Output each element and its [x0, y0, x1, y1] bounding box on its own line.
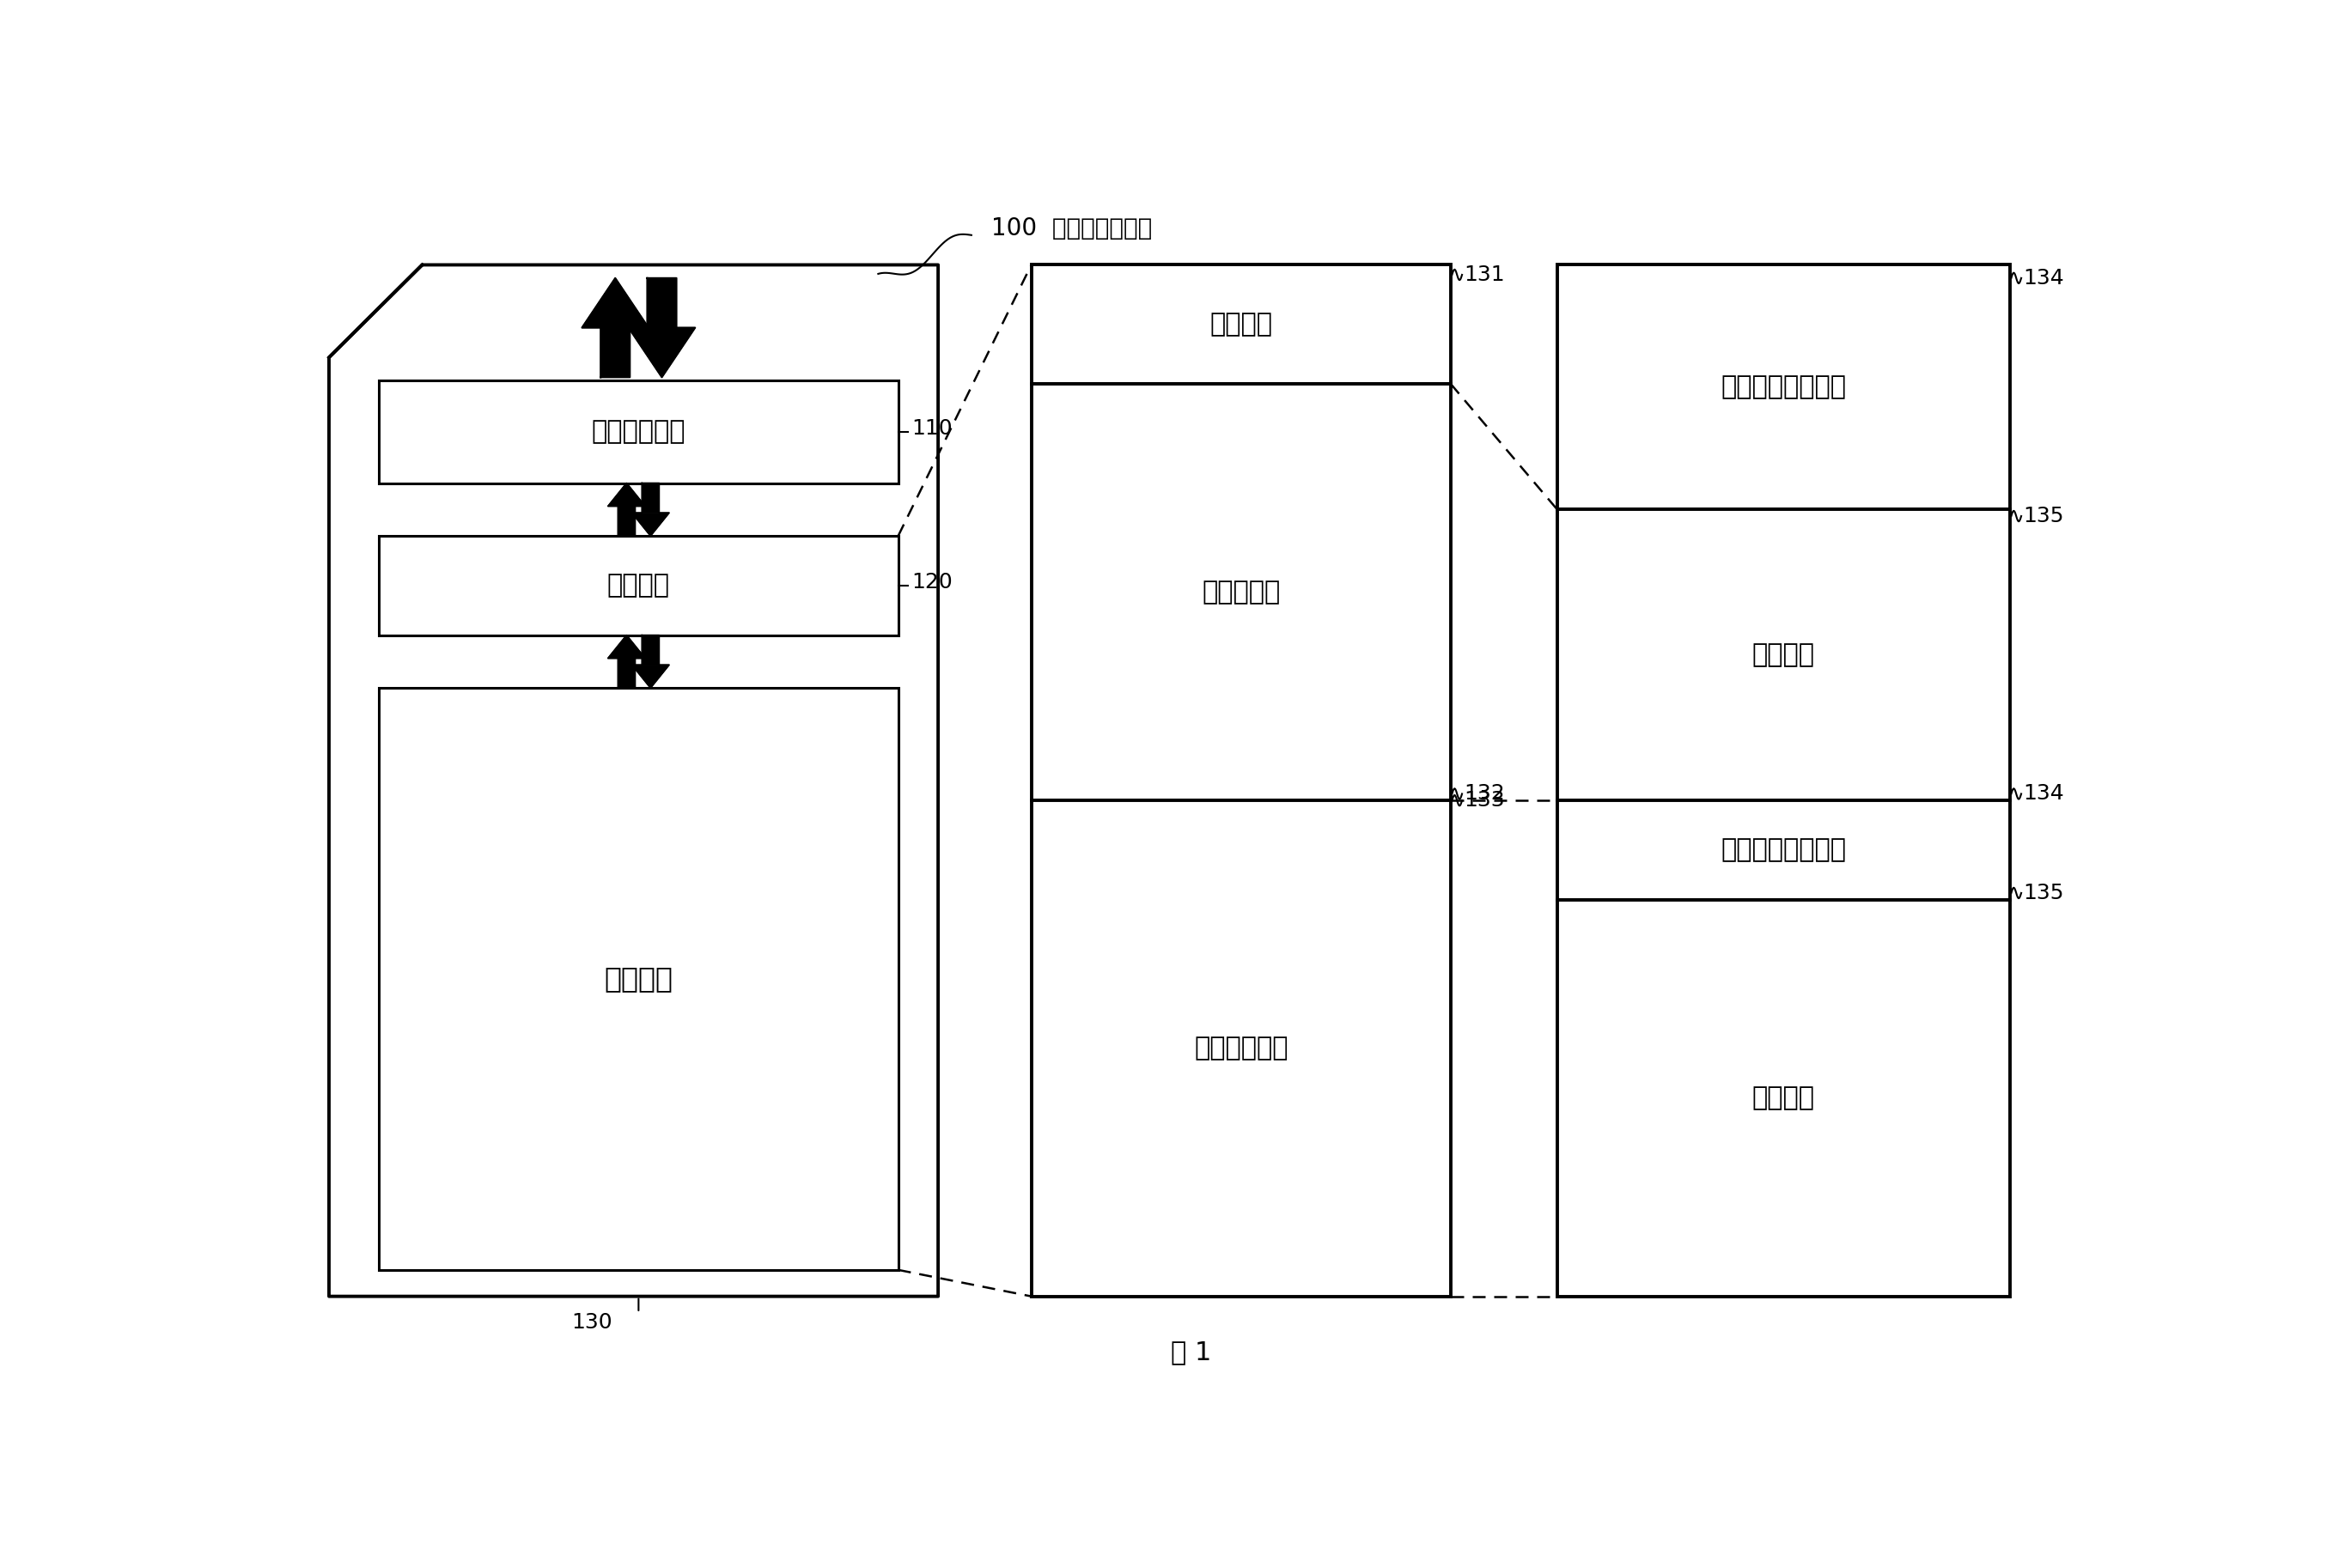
Bar: [601, 328, 629, 378]
Text: 120: 120: [912, 572, 952, 593]
Bar: [641, 635, 660, 665]
Text: 记录区域: 记录区域: [603, 964, 674, 993]
Bar: [1031, 800, 1450, 1297]
Polygon shape: [632, 513, 669, 536]
Bar: [1031, 265, 1450, 384]
Bar: [641, 483, 660, 513]
Text: 110: 110: [912, 419, 952, 439]
Text: 主机接口部分: 主机接口部分: [592, 419, 685, 444]
Text: 控制部分: 控制部分: [608, 572, 669, 597]
Polygon shape: [608, 483, 646, 506]
Bar: [1031, 384, 1450, 800]
Text: 134: 134: [2023, 784, 2065, 804]
Text: 133: 133: [1464, 790, 1504, 811]
Text: 用户数据区域: 用户数据区域: [1193, 1036, 1289, 1062]
Bar: [648, 278, 676, 328]
Bar: [617, 659, 636, 688]
Text: 数据区域: 数据区域: [1752, 643, 1815, 668]
Text: 131: 131: [1464, 265, 1504, 285]
Polygon shape: [608, 635, 646, 659]
Text: 130: 130: [571, 1312, 613, 1333]
Bar: [379, 536, 898, 635]
Bar: [617, 506, 636, 536]
Text: 图 1: 图 1: [1172, 1341, 1212, 1366]
Bar: [1558, 265, 2009, 510]
Bar: [1558, 800, 2009, 900]
Text: 受保护区域: 受保护区域: [1202, 580, 1279, 605]
Polygon shape: [629, 328, 695, 378]
Text: 132: 132: [1464, 784, 1504, 804]
Bar: [1558, 900, 2009, 1297]
Text: 135: 135: [2023, 506, 2063, 527]
Text: 系统区域: 系统区域: [1209, 312, 1272, 337]
Bar: [379, 688, 898, 1270]
Text: 数据区域: 数据区域: [1752, 1085, 1815, 1110]
Text: 134: 134: [2023, 268, 2065, 289]
Text: 100  半导体记录介质: 100 半导体记录介质: [992, 216, 1153, 240]
Polygon shape: [582, 278, 648, 328]
Bar: [379, 381, 898, 483]
Bar: [1558, 510, 2009, 800]
Text: 搜索信息存储区域: 搜索信息存储区域: [1722, 837, 1845, 862]
Text: 135: 135: [2023, 883, 2063, 903]
Polygon shape: [632, 665, 669, 688]
Text: 搜索信息存储区域: 搜索信息存储区域: [1722, 375, 1845, 400]
